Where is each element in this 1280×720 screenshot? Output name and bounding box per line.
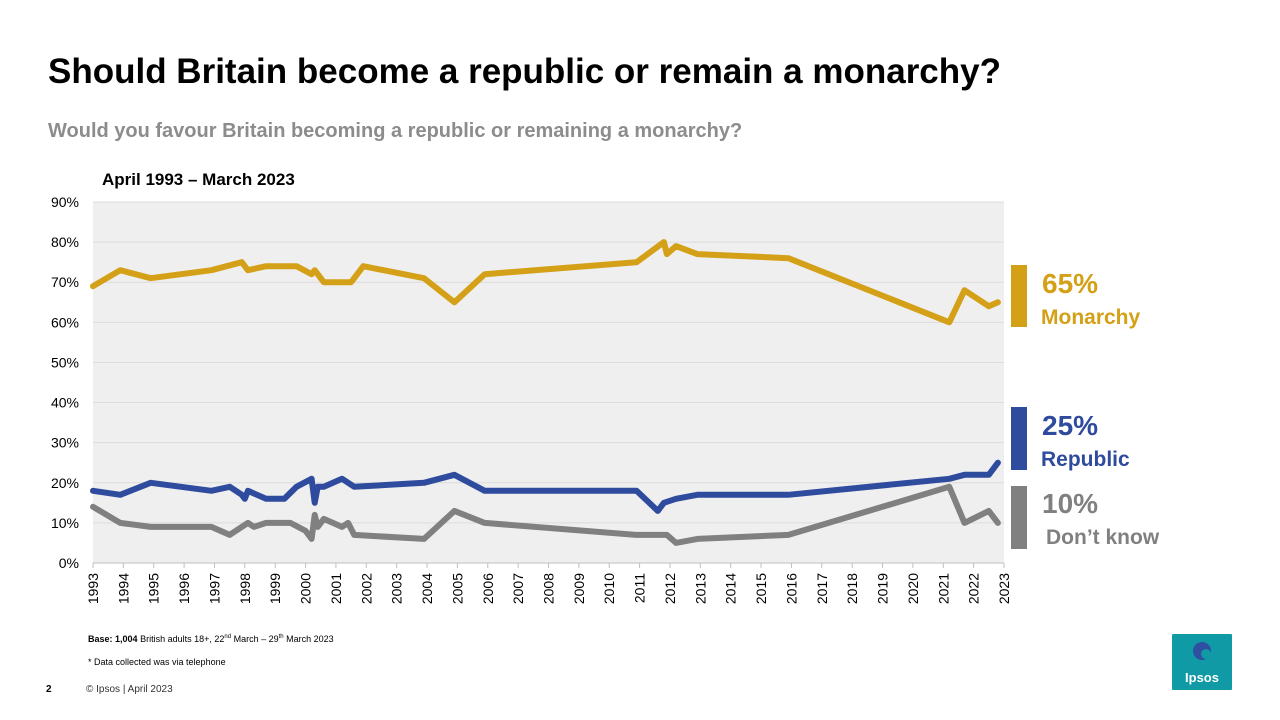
x-tick-label: 1999: [267, 573, 283, 604]
x-tick-label: 2008: [541, 573, 557, 604]
monarchy-value: 65%: [1042, 268, 1099, 299]
ipsos-logo-text: Ipsos: [1185, 670, 1219, 685]
y-tick-label: 50%: [51, 354, 79, 370]
ipsos-logo-mark: [1193, 642, 1211, 660]
x-tick-label: 2012: [662, 573, 678, 604]
x-tick-label: 2023: [996, 573, 1012, 604]
base-sup2: th: [278, 634, 284, 640]
x-tick-label: 2017: [814, 573, 830, 604]
republic-value: 25%: [1042, 410, 1099, 441]
y-tick-label: 70%: [51, 274, 79, 290]
base-mid: March – 29: [233, 634, 279, 644]
x-tick-label: 1995: [146, 573, 162, 604]
x-tick-label: 2019: [875, 573, 891, 604]
republic-label: Republic: [1041, 448, 1130, 471]
y-tick-label: 0%: [59, 555, 79, 571]
x-tick-label: 2010: [601, 573, 617, 604]
x-tick-label: 1997: [206, 573, 222, 604]
x-tick-label: 2013: [692, 573, 708, 604]
x-tick-label: 1994: [115, 573, 131, 604]
y-tick-label: 10%: [51, 515, 79, 531]
ipsos-logo: Ipsos: [1172, 634, 1232, 690]
method-footnote: * Data collected was via telephone: [88, 657, 226, 667]
y-tick-label: 30%: [51, 435, 79, 451]
dont-know-value: 10%: [1042, 488, 1099, 519]
chart-period: April 1993 – March 2023: [102, 170, 295, 189]
y-tick-label: 60%: [51, 314, 79, 330]
x-tick-label: 1996: [176, 573, 192, 604]
x-tick-label: 2004: [419, 573, 435, 604]
base-n: 1,004: [115, 634, 138, 644]
x-tick-label: 1998: [237, 573, 253, 604]
dont-know-legend-bar: [1011, 486, 1027, 549]
x-tick-label: 1993: [85, 573, 101, 604]
x-tick-label: 2001: [328, 573, 344, 604]
y-tick-label: 80%: [51, 234, 79, 250]
y-tick-label: 40%: [51, 395, 79, 411]
dont-know-label: Don’t know: [1046, 526, 1160, 549]
base-sup1: nd: [224, 634, 232, 640]
monarchy-label: Monarchy: [1041, 306, 1141, 329]
republic-legend-bar: [1011, 407, 1027, 470]
base-desc: British adults 18+, 22: [140, 634, 225, 644]
x-tick-label: 2000: [298, 573, 314, 604]
x-tick-label: 2005: [449, 573, 465, 604]
monarchy-legend-bar: [1011, 265, 1027, 327]
x-tick-label: 2007: [510, 573, 526, 604]
x-tick-label: 2009: [571, 573, 587, 604]
x-tick-label: 2003: [389, 573, 405, 604]
base-label: Base:: [88, 634, 113, 644]
don-t-know-line: [90, 483, 1001, 546]
base-end: March 2023: [286, 634, 334, 644]
x-tick-label: 2016: [783, 573, 799, 604]
page-number: 2: [46, 684, 52, 695]
y-tick-label: 20%: [51, 475, 79, 491]
copyright: © Ipsos | April 2023: [86, 684, 173, 695]
monarchy-line: [90, 239, 1001, 326]
x-tick-label: 2020: [905, 573, 921, 604]
x-tick-label: 2014: [723, 573, 739, 604]
x-tick-label: 2002: [358, 573, 374, 604]
x-tick-label: 2011: [632, 573, 648, 603]
base-footnote: Base: 1,004 British adults 18+, 22nd Mar…: [88, 634, 334, 644]
x-tick-label: 2022: [966, 573, 982, 604]
y-tick-label: 90%: [51, 194, 79, 210]
x-tick-label: 2018: [844, 573, 860, 604]
x-tick-label: 2015: [753, 573, 769, 604]
page-title: Should Britain become a republic or rema…: [48, 52, 1001, 91]
republic-line: [90, 459, 1001, 514]
page-subtitle: Would you favour Britain becoming a repu…: [48, 120, 743, 142]
x-tick-label: 2006: [480, 573, 496, 604]
x-tick-label: 2021: [935, 573, 951, 604]
